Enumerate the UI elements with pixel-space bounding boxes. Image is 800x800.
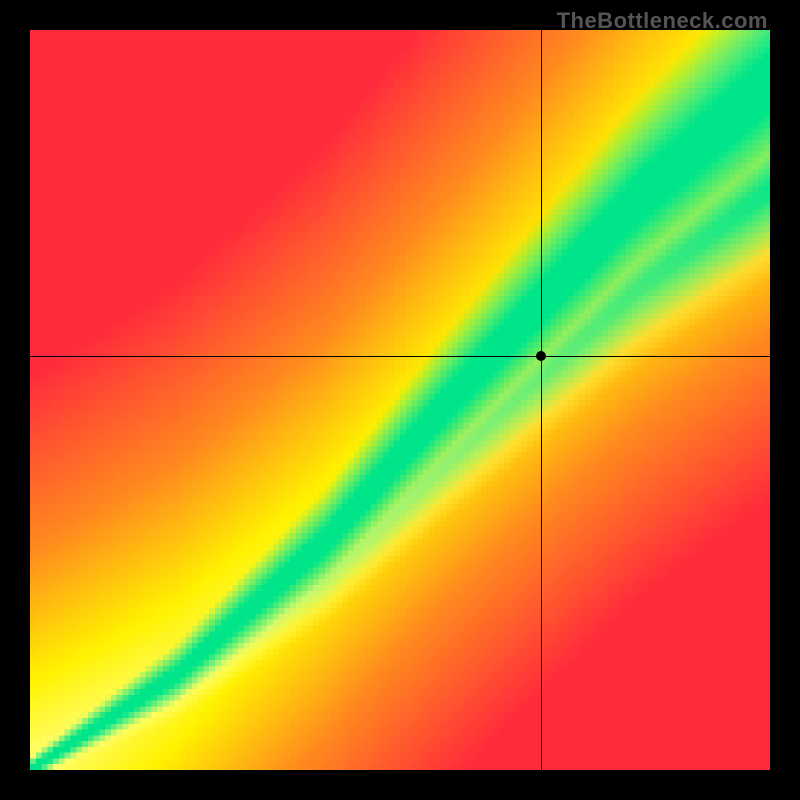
- crosshair-horizontal: [30, 356, 770, 357]
- heatmap-canvas: [30, 30, 770, 770]
- plot-area: [30, 30, 770, 770]
- crosshair-marker: [536, 351, 546, 361]
- chart-container: TheBottleneck.com: [0, 0, 800, 800]
- crosshair-vertical: [541, 30, 542, 770]
- watermark-text: TheBottleneck.com: [557, 8, 768, 34]
